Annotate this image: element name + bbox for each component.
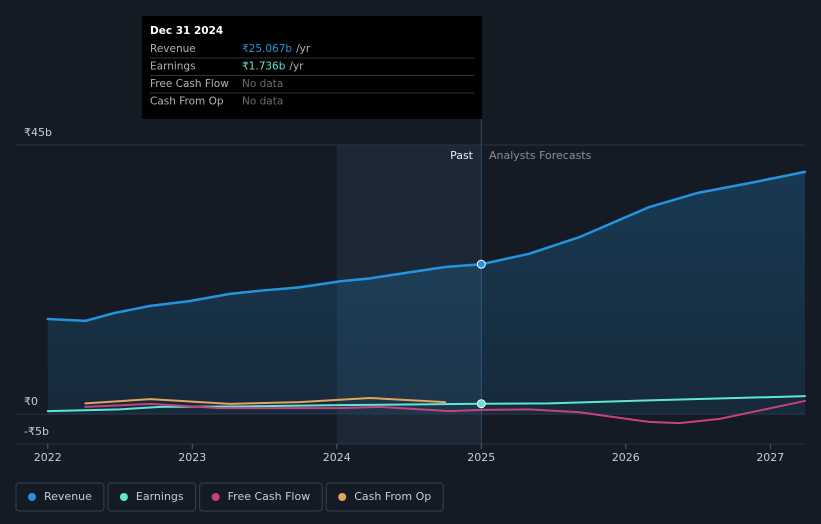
y-tick-label: ₹0	[24, 395, 38, 408]
series-line	[46, 170, 807, 323]
tooltip-value: ₹25.067b	[242, 43, 292, 55]
legend-label: Cash From Op	[354, 490, 431, 503]
hover-point	[476, 259, 486, 269]
legend-box[interactable]	[15, 482, 105, 512]
tooltip-label: Cash From Op	[150, 96, 224, 108]
tooltip-value: ₹1.736b	[242, 61, 286, 73]
y-tick-label: ₹45b	[24, 126, 52, 139]
past-label: Past	[450, 149, 474, 162]
legend-label: Revenue	[44, 490, 92, 503]
legend-box[interactable]	[325, 482, 444, 512]
x-tick-label: 2026	[612, 451, 640, 464]
legend-label: Earnings	[136, 490, 184, 503]
tooltip-label: Revenue	[150, 43, 196, 55]
legend-box[interactable]	[199, 482, 323, 512]
legend-dot	[119, 493, 128, 501]
tooltip-value: No data	[242, 96, 283, 108]
legend-label: Free Cash Flow	[228, 490, 311, 503]
legend-dot	[28, 493, 36, 501]
tooltip-unit: /yr	[289, 61, 304, 73]
legend-item[interactable]: Cash From Op	[325, 482, 444, 512]
tooltip-value: No data	[242, 78, 283, 90]
series-line	[46, 395, 806, 413]
legend-item[interactable]: Revenue	[15, 482, 105, 512]
legend-box[interactable]	[107, 482, 197, 512]
legend-dot	[338, 493, 347, 501]
tooltip-unit: /yr	[296, 43, 311, 55]
tooltip: Dec 31 2024 Revenue ₹25.067b/yr Earnings ₹1…	[142, 16, 482, 119]
legend-item[interactable]: Free Cash Flow	[199, 482, 323, 512]
series-line	[84, 396, 447, 405]
x-tick-label: 2023	[178, 451, 206, 464]
tooltip-box	[142, 16, 482, 119]
tooltip-label: Free Cash Flow	[150, 78, 229, 90]
revenue-area	[47, 171, 806, 415]
legend-item[interactable]: Earnings	[107, 482, 197, 512]
x-tick-label: 2022	[34, 451, 62, 464]
x-tick-label: 2027	[756, 451, 784, 464]
tooltip-date: Dec 31 2024	[150, 25, 223, 37]
forecast-label: Analysts Forecasts	[489, 149, 592, 162]
y-tick-label: -₹5b	[24, 425, 49, 438]
x-tick-label: 2024	[323, 451, 351, 464]
legend-dot	[211, 493, 220, 501]
tooltip-label: Earnings	[150, 61, 196, 73]
x-tick-label: 2025	[467, 451, 495, 464]
hover-point	[476, 399, 486, 409]
series-line	[84, 399, 806, 425]
